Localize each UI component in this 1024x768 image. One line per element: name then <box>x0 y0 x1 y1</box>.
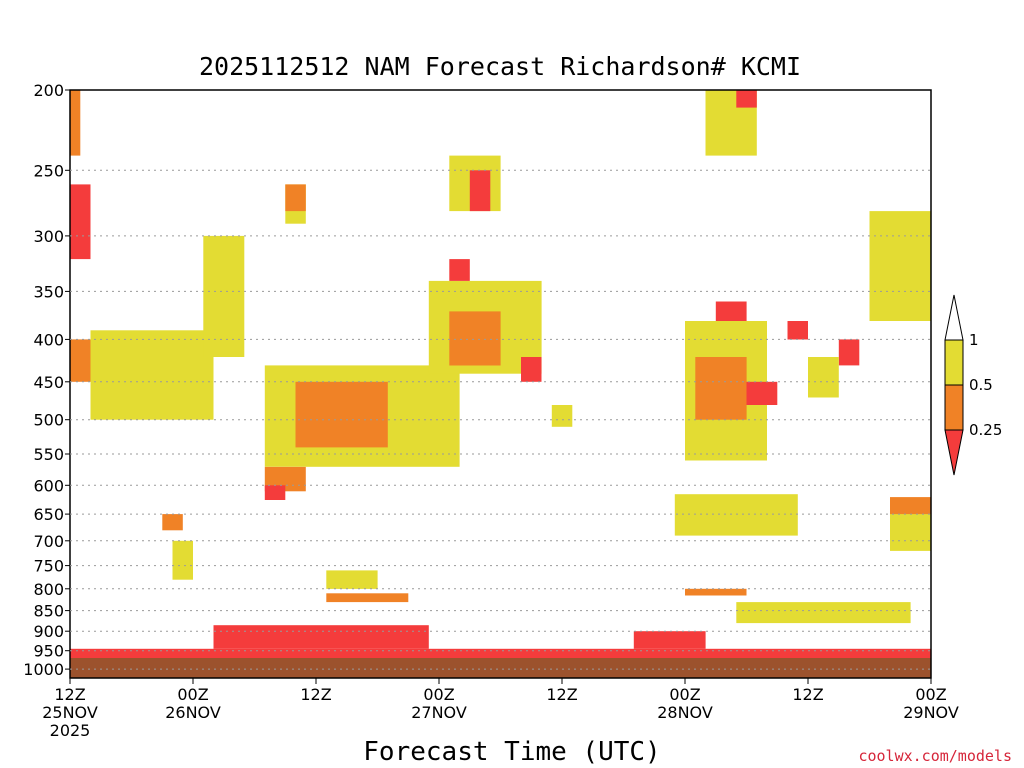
legend: 1 0.5 0.25 <box>944 294 1002 476</box>
ri-region-10 <box>295 381 388 448</box>
ri-region-0 <box>70 648 931 658</box>
ri-region-8 <box>70 339 91 382</box>
ri-region-14 <box>449 311 501 366</box>
ri-region-18 <box>695 357 747 420</box>
ri-region-35 <box>787 321 808 340</box>
ri-region-15 <box>449 259 470 281</box>
x-tick-label-0-2: 2025 <box>50 721 91 740</box>
chart-title: 2025112512 NAM Forecast Richardson# KCMI <box>199 52 801 81</box>
ri-region-31 <box>890 497 931 520</box>
x-tick-label-6-0: 12Z <box>792 685 823 704</box>
ri-region-34 <box>869 211 931 321</box>
y-tick-label-950: 950 <box>33 642 64 661</box>
y-tick-label-200: 200 <box>33 81 64 100</box>
ri-region-19 <box>746 381 778 405</box>
ri-region-27 <box>203 235 245 357</box>
y-tick-label-650: 650 <box>33 505 64 524</box>
ri-region-6 <box>674 494 798 536</box>
ri-region-3 <box>326 593 409 603</box>
x-tick-label-2-0: 12Z <box>300 685 331 704</box>
y-tick-label-250: 250 <box>33 161 64 180</box>
ri-region-40 <box>326 570 378 589</box>
ri-region-22 <box>736 90 757 108</box>
y-tick-label-750: 750 <box>33 557 64 576</box>
x-tick-label-1-1: 26NOV <box>165 703 221 722</box>
ri-region-41 <box>551 405 573 427</box>
legend-swatch-025-05 <box>944 384 964 431</box>
ri-region-5 <box>736 602 911 624</box>
x-tick-label-3-1: 27NOV <box>411 703 467 722</box>
y-tick-label-400: 400 <box>33 330 64 349</box>
y-tick-label-450: 450 <box>33 373 64 392</box>
ri-region-38 <box>172 540 193 580</box>
y-tick-label-550: 550 <box>33 445 64 464</box>
y-tick-label-600: 600 <box>33 476 64 495</box>
ri-region-36 <box>838 339 860 366</box>
x-tick-label-5-0: 00Z <box>669 685 700 704</box>
legend-swatch-below-025 <box>944 429 964 476</box>
x-tick-label-3-0: 00Z <box>423 685 454 704</box>
legend-label-0: 1 <box>969 331 979 349</box>
plot-frame <box>69 89 932 679</box>
x-tick-label-0-1: 25NOV <box>42 703 98 722</box>
x-tick-label-5-1: 28NOV <box>657 703 713 722</box>
ri-region-39 <box>162 514 183 531</box>
ri-region-4 <box>685 588 747 596</box>
ri-region-1 <box>213 625 429 649</box>
legend-label-2: 0.25 <box>969 421 1002 439</box>
y-tick-label-800: 800 <box>33 580 64 599</box>
x-tick-label-1-0: 00Z <box>177 685 208 704</box>
credit-link[interactable]: coolwx.com/models <box>858 747 1012 765</box>
plot-area <box>69 89 932 679</box>
x-tick-label-0-0: 12Z <box>54 685 85 704</box>
x-tick-label-7-0: 00Z <box>915 685 946 704</box>
legend-label-1: 0.5 <box>969 376 993 394</box>
ri-region-32 <box>890 514 931 551</box>
ri-region-7 <box>90 330 214 420</box>
ri-region-16 <box>521 357 542 382</box>
ri-region-26 <box>285 184 306 212</box>
ri-region-28 <box>70 184 91 260</box>
y-tick-label-500: 500 <box>33 411 64 430</box>
surface-band <box>70 658 931 678</box>
x-axis-title: Forecast Time (UTC) <box>363 737 660 767</box>
x-tick-label-7-1: 29NOV <box>903 703 959 722</box>
x-tick-label-4-0: 12Z <box>546 685 577 704</box>
y-tick-label-900: 900 <box>33 622 64 641</box>
ri-region-29 <box>70 90 81 156</box>
ri-region-2 <box>633 631 706 649</box>
ri-region-12 <box>264 485 286 500</box>
y-tick-label-1000: 1000 <box>23 660 64 679</box>
ri-region-37 <box>808 357 839 398</box>
ri-region-24 <box>469 170 491 212</box>
y-tick-label-700: 700 <box>33 532 64 551</box>
ri-region-20 <box>715 301 747 321</box>
y-tick-label-350: 350 <box>33 282 64 301</box>
y-tick-label-300: 300 <box>33 227 64 246</box>
y-axis: 200 250 300 350 400 450 500 550 600 650 700 750 800 8… <box>23 81 931 679</box>
y-tick-label-850: 850 <box>33 602 64 621</box>
legend-swatch-05-1 <box>944 339 964 386</box>
